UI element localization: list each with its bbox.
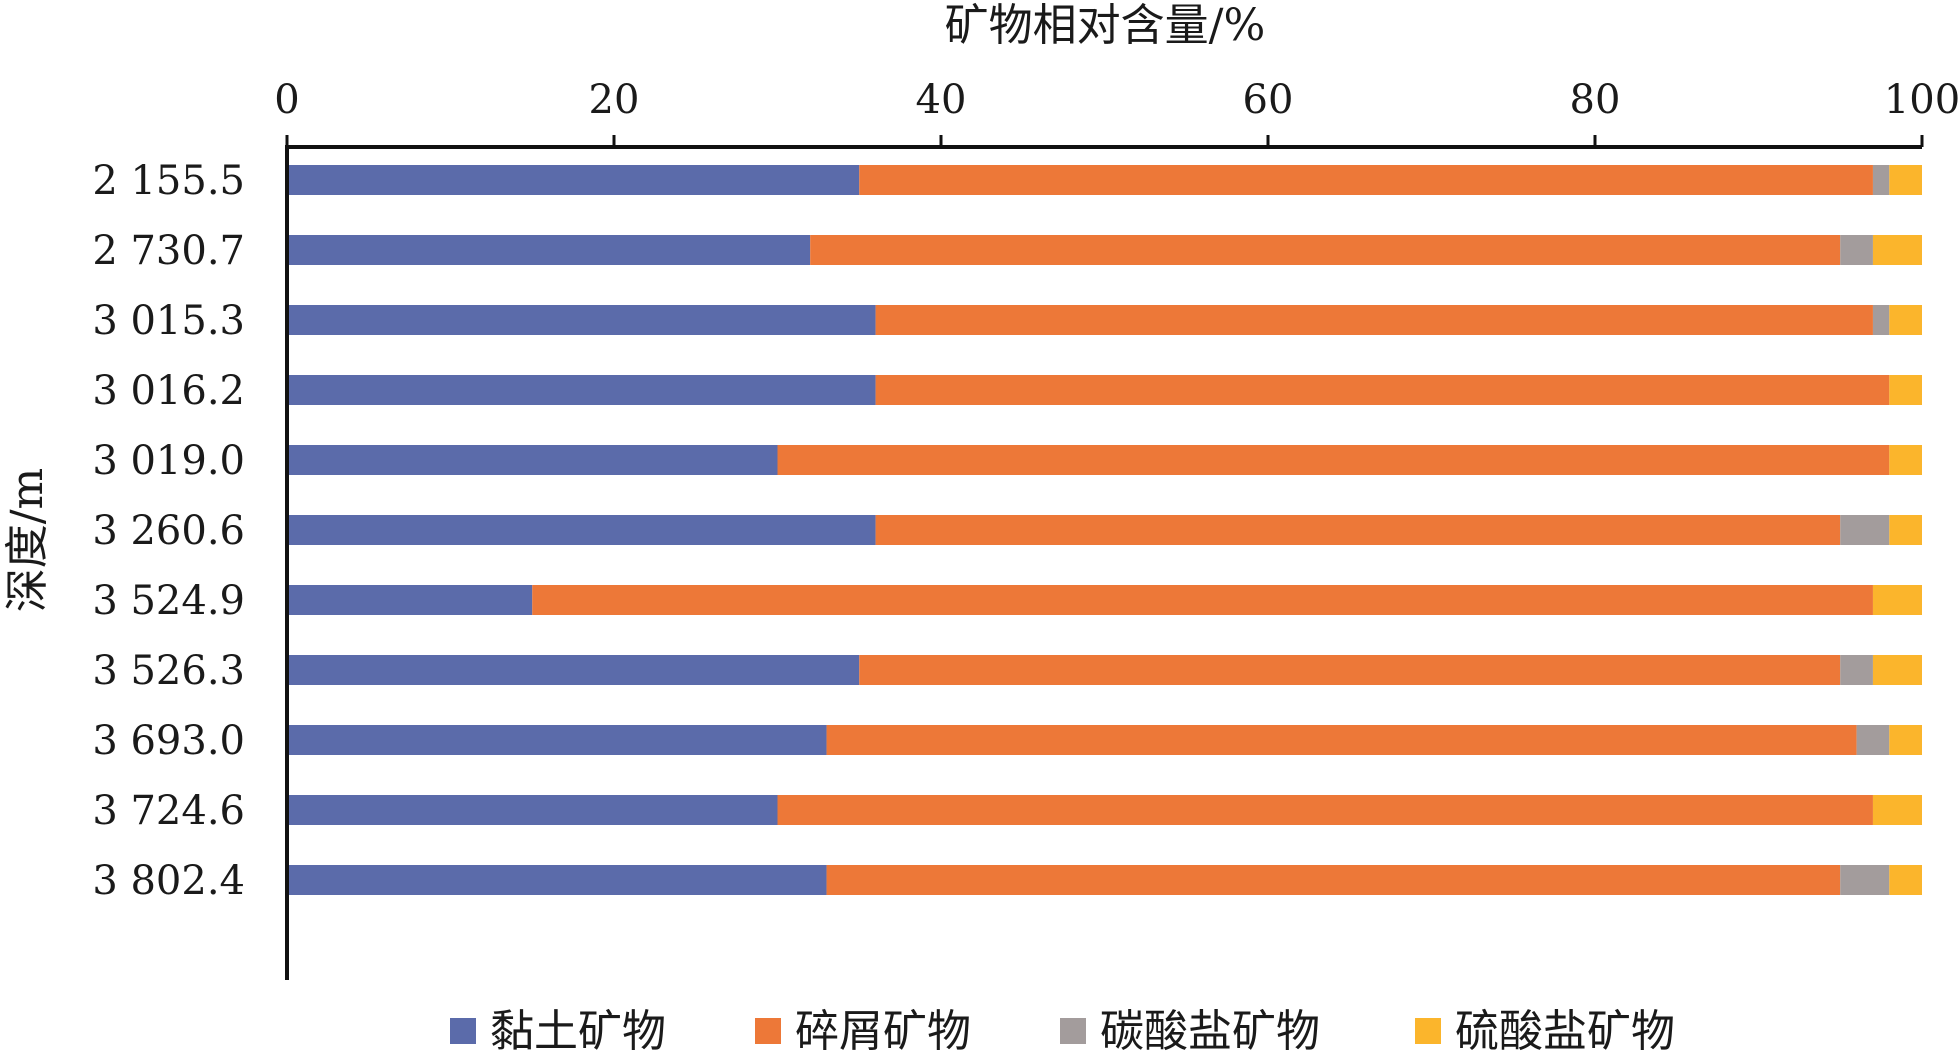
bar-segment xyxy=(1889,305,1922,335)
bar-segment xyxy=(1889,865,1922,895)
bar-segment xyxy=(1840,655,1873,685)
bar-segment xyxy=(1872,655,1922,685)
legend-label: 碳酸盐矿物 xyxy=(1100,1006,1320,1057)
bar-segment xyxy=(826,725,1857,755)
y-tick-label: 3 019.0 xyxy=(92,438,245,484)
bar-segment xyxy=(1889,725,1922,755)
x-axis-ticks: 0 20 40 60 80 100 xyxy=(274,77,1959,147)
bar-segment xyxy=(1872,235,1922,265)
bar-segment xyxy=(1872,305,1890,335)
bar-segment xyxy=(287,865,827,895)
y-tick-label: 3 524.9 xyxy=(92,578,245,624)
bar-segment xyxy=(1889,375,1922,405)
bar-segment xyxy=(777,445,1890,475)
bar-segment xyxy=(287,795,778,825)
y-tick-label: 3 693.0 xyxy=(92,718,245,764)
y-tick-label: 3 016.2 xyxy=(92,368,245,414)
x-tick-label: 0 xyxy=(274,77,299,123)
x-axis-title: 矿物相对含量/% xyxy=(945,0,1266,51)
bar-segment xyxy=(826,865,1841,895)
legend-swatch xyxy=(1060,1018,1086,1044)
legend: 黏土矿物 碎屑矿物 碳酸盐矿物 硫酸盐矿物 xyxy=(450,1006,1675,1057)
bar-segment xyxy=(859,655,1841,685)
legend-item: 碳酸盐矿物 xyxy=(1060,1006,1320,1057)
bar-segment xyxy=(1840,515,1890,545)
bar-segment xyxy=(287,165,860,195)
bar-segment xyxy=(875,515,1841,545)
bar-segment xyxy=(1856,725,1890,755)
x-tick-label: 100 xyxy=(1884,77,1959,123)
bar-segment xyxy=(287,725,827,755)
legend-swatch xyxy=(755,1018,781,1044)
bar-segment xyxy=(287,235,811,265)
bar-segment xyxy=(875,375,1890,405)
axes xyxy=(285,145,1922,980)
bar-segment xyxy=(1889,515,1922,545)
bars xyxy=(287,165,1922,895)
y-tick-label: 3 724.6 xyxy=(92,788,245,834)
x-tick-label: 80 xyxy=(1570,77,1621,123)
bar-segment xyxy=(287,305,876,335)
y-tick-label: 2 155.5 xyxy=(92,158,245,204)
legend-swatch xyxy=(1415,1018,1441,1044)
x-tick-label: 20 xyxy=(589,77,640,123)
bar-segment xyxy=(1872,795,1922,825)
x-tick-label: 40 xyxy=(916,77,967,123)
y-tick-label: 3 526.3 xyxy=(92,648,245,694)
legend-swatch xyxy=(450,1018,476,1044)
bar-segment xyxy=(1840,865,1890,895)
y-tick-label: 2 730.7 xyxy=(92,228,245,274)
bar-segment xyxy=(875,305,1873,335)
legend-label: 黏土矿物 xyxy=(490,1006,666,1057)
legend-item: 黏土矿物 xyxy=(450,1006,666,1057)
bar-segment xyxy=(1872,165,1890,195)
legend-label: 碎屑矿物 xyxy=(795,1006,971,1057)
y-tick-label: 3 015.3 xyxy=(92,298,245,344)
bar-segment xyxy=(777,795,1873,825)
bar-segment xyxy=(1872,585,1922,615)
bar-segment xyxy=(287,375,876,405)
y-axis-labels: 2 155.5 2 730.7 3 015.3 3 016.2 3 019.0 3 260… xyxy=(92,158,245,904)
bar-segment xyxy=(1889,445,1922,475)
legend-item: 硫酸盐矿物 xyxy=(1415,1006,1675,1057)
bar-segment xyxy=(287,445,778,475)
y-tick-label: 3 802.4 xyxy=(92,858,245,904)
y-tick-label: 3 260.6 xyxy=(92,508,245,554)
y-axis-title: 深度/m xyxy=(2,468,53,613)
bar-segment xyxy=(859,165,1873,195)
bar-segment xyxy=(287,585,533,615)
x-tick-label: 60 xyxy=(1243,77,1294,123)
bar-segment xyxy=(1889,165,1922,195)
legend-label: 硫酸盐矿物 xyxy=(1455,1006,1675,1057)
legend-item: 碎屑矿物 xyxy=(755,1006,971,1057)
bar-segment xyxy=(287,655,860,685)
bar-segment xyxy=(1840,235,1873,265)
bar-segment xyxy=(287,515,876,545)
bar-segment xyxy=(532,585,1873,615)
bar-segment xyxy=(810,235,1841,265)
